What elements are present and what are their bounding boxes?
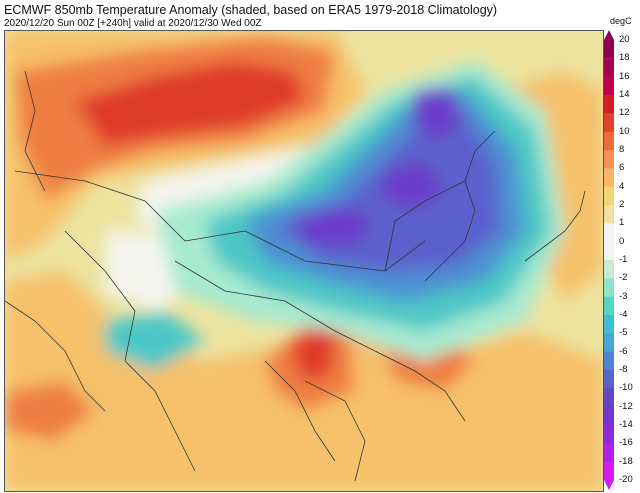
colorbar-segment — [604, 351, 614, 371]
colorbar-tick-label: 2 — [619, 199, 625, 210]
colorbar-tick-label: -3 — [619, 290, 628, 302]
colorbar-tick-label: 18 — [619, 52, 630, 64]
colorbar-tick-label: 8 — [619, 144, 625, 155]
colorbar-segment — [604, 76, 614, 96]
warm-anomaly-region — [75, 61, 305, 146]
colorbar-segment — [604, 461, 614, 490]
colorbar-tick-label: 16 — [619, 70, 630, 82]
colorbar-segment — [604, 260, 614, 279]
colorbar-tick-label: -2 — [619, 272, 628, 284]
colorbar-tick-label: -6 — [619, 345, 628, 357]
country-border — [24, 70, 46, 192]
colorbar-segment — [604, 333, 614, 353]
very-cold-anomaly-region — [295, 206, 375, 246]
colorbar-tick-label: -1 — [619, 254, 628, 265]
colorbar-tick-label: 6 — [619, 162, 625, 174]
very-cold-anomaly-region — [380, 161, 445, 211]
colorbar-tick-label: -4 — [619, 309, 628, 320]
border-lines — [5, 70, 586, 482]
colorbar-segment — [604, 186, 614, 206]
colorbar-segment — [604, 315, 614, 334]
colorbar-segment — [604, 388, 614, 408]
warm-anomaly-region — [5, 381, 95, 441]
very-cold-anomaly-region — [410, 86, 465, 141]
coastline — [334, 330, 466, 422]
coastline — [124, 360, 196, 472]
colorbar-tick-label: -18 — [619, 455, 633, 467]
colorbar-tick-label: 1 — [619, 217, 625, 229]
coastline — [524, 190, 586, 262]
colorbar-segment — [604, 223, 614, 243]
colorbar-segment — [604, 95, 614, 114]
colorbar-tick-label: -20 — [619, 474, 633, 485]
cool-anomaly-region — [105, 311, 205, 371]
colorbar-segment — [604, 370, 614, 389]
colorbar-tick-label: -12 — [619, 400, 633, 412]
country-border — [14, 170, 186, 242]
country-border — [384, 180, 466, 272]
country-border — [174, 260, 336, 332]
colorbar-segment — [604, 58, 614, 78]
colorbar-tick-label: -8 — [619, 364, 628, 375]
colorbar-tick-label: 20 — [619, 34, 630, 45]
colorbar-segment — [604, 205, 614, 224]
colorbar-segment — [604, 443, 614, 463]
colorbar-tick-label: 14 — [619, 89, 630, 100]
chart-subtitle: 2020/12/20 Sun 00Z [+240h] valid at 2020… — [4, 18, 262, 29]
colorbar-segment — [604, 131, 614, 151]
coastline — [424, 130, 496, 282]
warm-anomaly-region — [290, 323, 335, 381]
country-border — [184, 230, 426, 272]
colorbar-segment — [604, 425, 614, 444]
colorbar-segment — [604, 168, 614, 188]
colorbar-segment — [604, 406, 614, 426]
anomaly-field — [5, 31, 603, 491]
colorbar-tick-label: -5 — [619, 327, 628, 339]
colorbar-tick-label: 4 — [619, 180, 625, 192]
temperature-anomaly-map — [4, 30, 604, 492]
colorbar-tick-label: 12 — [619, 107, 630, 119]
colorbar-segment — [604, 30, 614, 59]
colorbar-segment — [604, 296, 614, 316]
country-border — [264, 360, 336, 462]
colorbar-tick-label: -16 — [619, 437, 633, 449]
colorbar-tick-label: -14 — [619, 419, 633, 430]
chart-title: ECMWF 850mb Temperature Anomaly (shaded,… — [4, 3, 498, 17]
colorbar-segment — [604, 278, 614, 298]
country-border — [64, 230, 136, 362]
coastline — [5, 300, 106, 412]
colorbar — [604, 30, 614, 490]
country-border — [304, 380, 366, 482]
colorbar-tick-label: -10 — [619, 382, 633, 394]
colorbar-tick-label: 10 — [619, 125, 630, 137]
colorbar-segment — [604, 150, 614, 169]
colorbar-unit: degC — [610, 16, 632, 26]
colorbar-segment — [604, 113, 614, 133]
colorbar-tick-label: 0 — [619, 235, 625, 247]
colorbar-segment — [604, 241, 614, 261]
